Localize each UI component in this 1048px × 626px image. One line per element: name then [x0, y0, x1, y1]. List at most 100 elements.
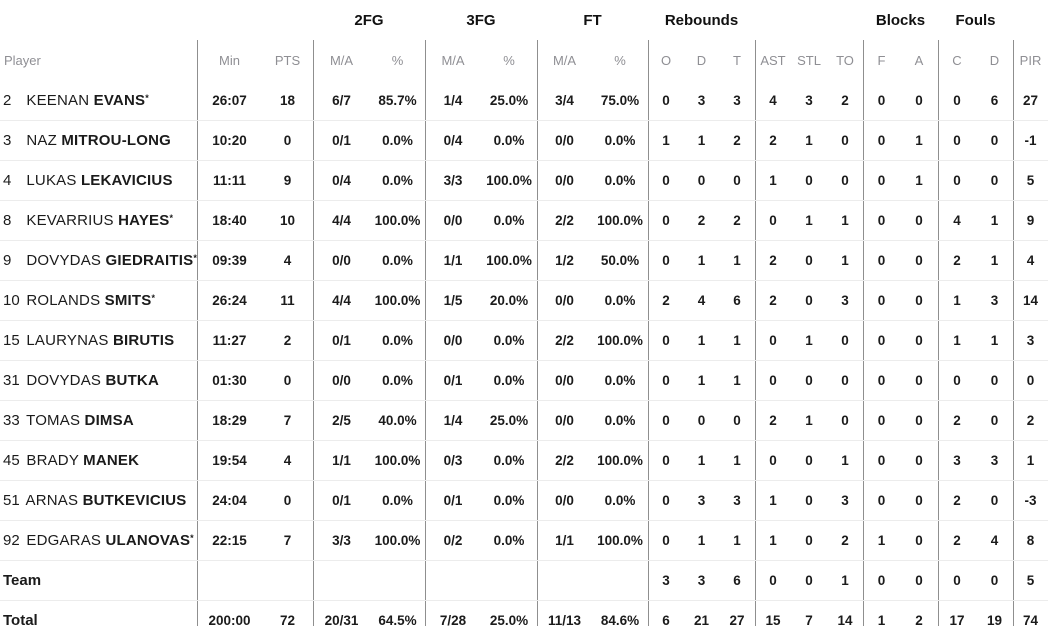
cell-ftp: 84.6%	[600, 612, 640, 626]
player-cell[interactable]: 8 KEVARRIUS HAYES*	[0, 212, 197, 229]
cell-ftp: 100.0%	[597, 332, 643, 348]
table-body: 2 KEENAN EVANS* 26:07 18 6/7 85.7% 1/4 25.0% 3/…	[0, 80, 1048, 626]
cell-rd: 3	[697, 572, 706, 588]
cell-f3ma: 3/3	[443, 172, 463, 188]
cell-ftma: 0/0	[555, 412, 574, 428]
player-first-name: LAURYNAS	[22, 331, 113, 349]
cell-rd: 3	[697, 492, 706, 508]
player-cell[interactable]: 10 ROLANDS SMITS*	[0, 292, 197, 309]
cell-stl: 0	[805, 372, 813, 388]
jersey-number: 4	[3, 171, 12, 189]
starter-asterisk: *	[190, 532, 194, 543]
player-row: 9 DOVYDAS GIEDRAITIS* 09:39 4 0/0 0.0% 1/1 100…	[0, 240, 1048, 280]
cell-ftp: 0.0%	[604, 412, 636, 428]
player-last-name: EVANS	[93, 91, 146, 109]
column-divider	[648, 40, 649, 626]
cell-ast: 0	[769, 572, 777, 588]
row-divider	[0, 480, 1048, 481]
group-header-ft: FT	[583, 11, 602, 29]
cell-min: 26:24	[212, 292, 247, 308]
cell-pts: 7	[283, 412, 292, 428]
cell-fc: 0	[953, 572, 961, 588]
cell-rt: 2	[733, 212, 741, 228]
cell-ftp: 0.0%	[604, 492, 636, 508]
cell-pts: 0	[283, 372, 292, 388]
player-first-name: ARNAS	[22, 491, 83, 509]
cell-pir: 2	[1026, 412, 1035, 428]
cell-stl: 7	[805, 612, 813, 626]
player-first-name: TOMAS	[22, 411, 85, 429]
cell-f2ma: 0/0	[332, 372, 351, 388]
cell-min: 11:27	[212, 332, 247, 348]
player-first-name: BRADY	[22, 451, 84, 469]
cell-rt: 3	[733, 92, 741, 108]
player-row: 45 BRADY MANEK 19:54 4 1/1 100.0% 0/3 0.0% 2/2 1…	[0, 440, 1048, 480]
jersey-number: 45	[3, 451, 20, 469]
cell-ast: 4	[769, 92, 777, 108]
player-last-name: MITROU-LONG	[61, 131, 172, 149]
cell-stl: 0	[805, 452, 813, 468]
cell-fd: 19	[986, 612, 1003, 626]
column-header-ft-pct: %	[614, 52, 626, 68]
group-header-blocks: Blocks	[875, 11, 926, 29]
cell-f3p: 0.0%	[493, 132, 525, 148]
player-first-name: DOVYDAS	[22, 251, 106, 269]
cell-to: 0	[841, 372, 849, 388]
cell-fc: 0	[953, 372, 961, 388]
cell-to: 0	[841, 412, 849, 428]
row-divider	[0, 400, 1048, 401]
cell-pts: 7	[283, 532, 292, 548]
row-divider	[0, 280, 1048, 281]
cell-pir: 74	[1022, 612, 1039, 626]
cell-ast: 0	[769, 332, 777, 348]
cell-bf: 0	[877, 172, 886, 188]
cell-ftma: 2/2	[555, 332, 574, 348]
cell-ast: 1	[769, 492, 777, 508]
player-first-name: EDGARAS	[22, 531, 106, 549]
starter-asterisk: *	[145, 92, 149, 103]
cell-pir: -1	[1024, 132, 1037, 148]
cell-pts: 0	[283, 492, 292, 508]
cell-ftma: 1/1	[555, 532, 574, 548]
player-cell[interactable]: 33 TOMAS DIMSA	[0, 412, 197, 429]
column-header-3fg-pct: %	[503, 52, 515, 68]
cell-stl: 1	[805, 212, 813, 228]
cell-stl: 0	[805, 492, 813, 508]
cell-to: 14	[837, 612, 853, 626]
column-header-reb-t: T	[733, 52, 741, 68]
player-cell[interactable]: 45 BRADY MANEK	[0, 452, 197, 469]
player-cell[interactable]: 15 LAURYNAS BIRUTIS	[0, 332, 197, 349]
cell-ba: 0	[915, 212, 923, 228]
cell-min: 24:04	[212, 492, 247, 508]
cell-f3p: 0.0%	[493, 332, 525, 348]
cell-f3p: 25.0%	[489, 612, 529, 626]
cell-rd: 1	[697, 132, 706, 148]
cell-bf: 0	[877, 572, 886, 588]
row-divider	[0, 560, 1048, 561]
cell-rd: 1	[697, 252, 706, 268]
cell-ftma: 0/0	[555, 172, 574, 188]
cell-ftp: 0.0%	[604, 132, 636, 148]
cell-fc: 1	[953, 292, 961, 308]
column-divider	[425, 40, 426, 626]
player-cell[interactable]: 92 EDGARAS ULANOVAS*	[0, 532, 197, 549]
player-first-name: KEVARRIUS	[22, 211, 119, 229]
column-header-2fg-pct: %	[391, 52, 404, 68]
row-divider	[0, 600, 1048, 601]
cell-ftp: 0.0%	[604, 372, 636, 388]
column-header-block-a: A	[914, 52, 924, 68]
cell-rd: 2	[697, 212, 706, 228]
player-cell[interactable]: 51 ARNAS BUTKEVICIUS	[0, 492, 197, 509]
cell-rd: 1	[697, 332, 706, 348]
column-header-2fg-ma: M/A	[329, 52, 354, 68]
cell-min: 09:39	[212, 252, 247, 268]
player-cell[interactable]: 31 DOVYDAS BUTKA	[0, 372, 197, 389]
row-divider	[0, 320, 1048, 321]
player-cell[interactable]: 3 NAZ MITROU-LONG	[0, 132, 197, 149]
player-row: 92 EDGARAS ULANOVAS* 22:15 7 3/3 100.0% 0/2 0.…	[0, 520, 1048, 560]
player-cell[interactable]: 9 DOVYDAS GIEDRAITIS*	[0, 252, 197, 269]
player-cell[interactable]: 2 KEENAN EVANS*	[0, 92, 197, 109]
cell-ro: 0	[662, 172, 670, 188]
player-cell[interactable]: 4 LUKAS LEKAVICIUS	[0, 172, 197, 189]
